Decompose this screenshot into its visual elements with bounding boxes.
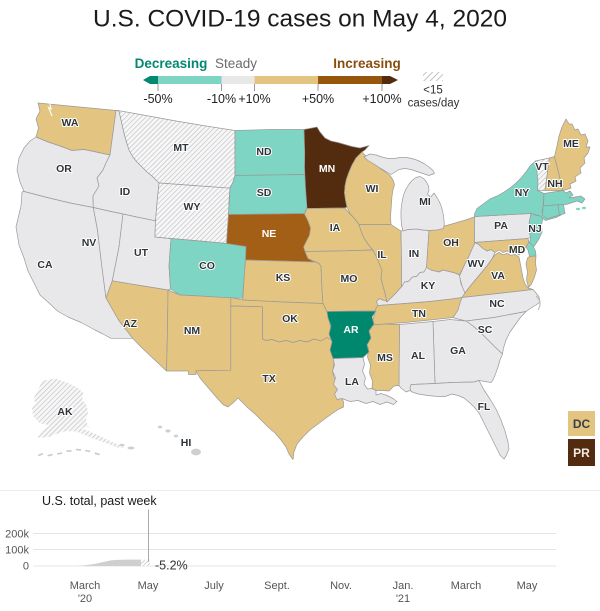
svg-text:Steady: Steady xyxy=(215,56,257,71)
svg-text:<15: <15 xyxy=(423,85,443,97)
svg-text:NC: NC xyxy=(489,298,505,310)
svg-text:CA: CA xyxy=(37,259,53,271)
svg-text:'21: '21 xyxy=(396,593,410,605)
svg-text:OK: OK xyxy=(282,313,298,325)
svg-text:100k: 100k xyxy=(5,545,29,557)
svg-text:MD: MD xyxy=(509,244,526,256)
svg-text:OH: OH xyxy=(443,237,459,249)
svg-text:CO: CO xyxy=(199,260,215,272)
svg-text:NH: NH xyxy=(547,178,562,190)
svg-text:+10%: +10% xyxy=(238,92,270,106)
svg-text:DC: DC xyxy=(573,417,591,431)
svg-text:MS: MS xyxy=(377,352,393,364)
svg-text:+50%: +50% xyxy=(302,92,334,106)
svg-text:cases/day: cases/day xyxy=(408,98,460,110)
svg-text:MT: MT xyxy=(173,142,189,154)
svg-text:Decreasing: Decreasing xyxy=(135,56,208,71)
svg-text:ID: ID xyxy=(120,186,131,198)
svg-text:IN: IN xyxy=(409,248,420,260)
svg-text:VA: VA xyxy=(491,270,505,282)
svg-text:IL: IL xyxy=(377,249,387,261)
svg-text:ND: ND xyxy=(256,146,272,158)
svg-text:WV: WV xyxy=(468,258,485,270)
svg-text:July: July xyxy=(204,580,224,592)
svg-text:HI: HI xyxy=(181,437,192,449)
svg-text:'20: '20 xyxy=(78,593,92,605)
svg-text:TX: TX xyxy=(262,373,275,385)
svg-text:TN: TN xyxy=(412,308,426,320)
svg-text:U.S. COVID-19 cases on May 4,: U.S. COVID-19 cases on May 4, 2020 xyxy=(93,6,507,33)
svg-text:OR: OR xyxy=(56,163,72,175)
svg-text:ME: ME xyxy=(563,138,579,150)
svg-text:AR: AR xyxy=(343,324,359,336)
svg-text:March: March xyxy=(451,580,482,592)
svg-text:IA: IA xyxy=(330,222,341,234)
svg-text:SD: SD xyxy=(257,187,272,199)
svg-text:WA: WA xyxy=(62,117,79,129)
svg-text:NV: NV xyxy=(82,237,97,249)
svg-text:Nov.: Nov. xyxy=(330,580,352,592)
svg-text:-5.2%: -5.2% xyxy=(155,559,188,573)
svg-text:UT: UT xyxy=(134,247,149,259)
svg-text:Sept.: Sept. xyxy=(264,580,290,592)
svg-text:March: March xyxy=(70,580,101,592)
svg-text:AZ: AZ xyxy=(123,318,138,330)
svg-text:KY: KY xyxy=(421,280,436,292)
svg-text:WY: WY xyxy=(184,201,201,213)
svg-text:LA: LA xyxy=(345,376,359,388)
svg-text:MN: MN xyxy=(319,163,335,175)
svg-text:GA: GA xyxy=(450,345,466,357)
svg-text:WI: WI xyxy=(366,183,379,195)
svg-text:PR: PR xyxy=(573,446,590,460)
svg-text:NJ: NJ xyxy=(528,223,542,235)
svg-text:NE: NE xyxy=(262,228,277,240)
svg-text:FL: FL xyxy=(478,401,491,413)
svg-text:200k: 200k xyxy=(5,529,29,541)
svg-text:May: May xyxy=(138,580,159,592)
svg-text:May: May xyxy=(517,580,538,592)
svg-text:NM: NM xyxy=(184,325,201,337)
svg-text:VT: VT xyxy=(535,161,549,173)
svg-text:MO: MO xyxy=(341,273,358,285)
svg-text:PA: PA xyxy=(494,220,508,232)
svg-text:SC: SC xyxy=(478,324,493,336)
svg-text:AL: AL xyxy=(411,350,426,362)
svg-text:U.S. total, past week: U.S. total, past week xyxy=(42,494,157,508)
svg-text:KS: KS xyxy=(276,272,291,284)
svg-text:-10%: -10% xyxy=(207,92,236,106)
svg-text:NY: NY xyxy=(515,187,530,199)
svg-text:Increasing: Increasing xyxy=(333,56,401,71)
svg-text:+100%: +100% xyxy=(362,92,401,106)
svg-text:0: 0 xyxy=(23,561,29,573)
svg-text:AK: AK xyxy=(57,406,73,418)
svg-text:-50%: -50% xyxy=(143,92,172,106)
svg-text:Jan.: Jan. xyxy=(393,580,414,592)
svg-text:MI: MI xyxy=(419,196,431,208)
